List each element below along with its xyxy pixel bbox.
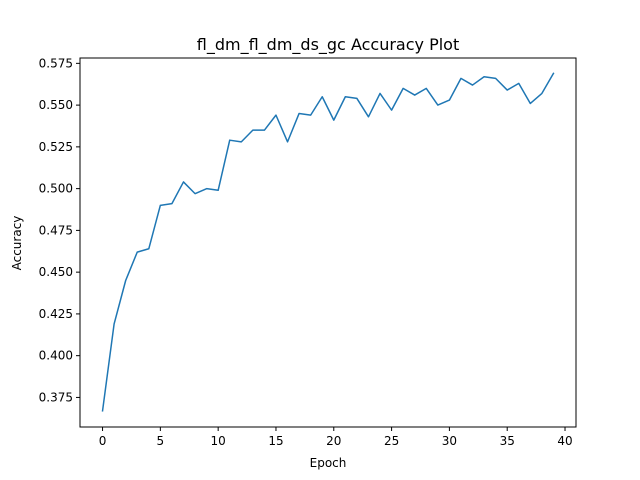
series-line-0 xyxy=(101,72,555,412)
y-tick-label: 0.475 xyxy=(39,223,73,237)
chart-title: fl_dm_fl_dm_ds_gc Accuracy Plot xyxy=(197,35,459,55)
x-tick-label: 30 xyxy=(442,434,457,448)
x-tick-label: 25 xyxy=(384,434,399,448)
y-tick-label: 0.425 xyxy=(39,307,73,321)
x-tick-label: 5 xyxy=(157,434,165,448)
x-tick-label: 15 xyxy=(268,434,283,448)
x-tick-label: 35 xyxy=(500,434,515,448)
y-tick-label: 0.575 xyxy=(39,56,73,70)
y-tick-label: 0.400 xyxy=(39,349,73,363)
y-tick-label: 0.525 xyxy=(39,140,73,154)
y-tick-label: 0.450 xyxy=(39,265,73,279)
plot-frame xyxy=(79,57,577,428)
x-tick-label: 20 xyxy=(326,434,341,448)
y-tick-label: 0.550 xyxy=(39,98,73,112)
y-tick-label: 0.500 xyxy=(39,182,73,196)
x-axis-label: Epoch xyxy=(310,456,347,470)
y-axis-label: Accuracy xyxy=(10,216,24,271)
x-tick-label: 10 xyxy=(211,434,226,448)
x-tick-label: 0 xyxy=(99,434,107,448)
x-tick-label: 40 xyxy=(557,434,572,448)
plot-area: 0 5 10 15 20 25 30 35 40 0.375 0.400 0.425 0.450 0.47… xyxy=(39,56,577,448)
y-tick-label: 0.375 xyxy=(39,390,73,404)
